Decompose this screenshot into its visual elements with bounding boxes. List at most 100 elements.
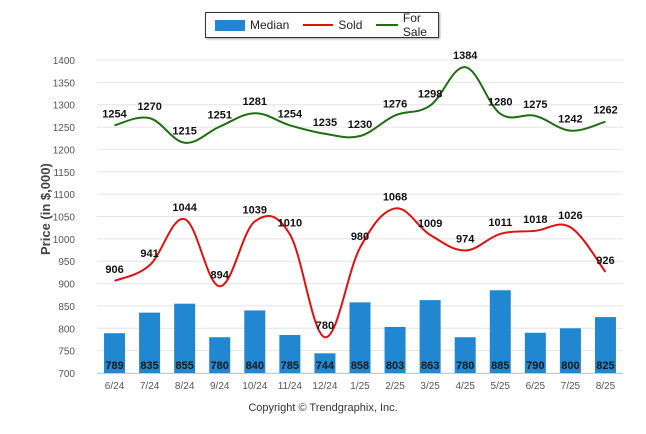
- x-tick-label: 4/25: [455, 381, 475, 392]
- y-tick-label: 1350: [53, 78, 76, 89]
- line-data-labels: 906 941 1044 894 1039 1010 780 980 1068 1009 974 10…: [102, 50, 617, 332]
- sold-data-label: 906: [105, 264, 123, 276]
- median-bar[interactable]: [209, 337, 231, 373]
- x-tick-label: 8/24: [175, 381, 195, 392]
- legend-item-for-sale[interactable]: For Sale: [376, 11, 435, 39]
- legend: Median Sold For Sale: [205, 11, 439, 39]
- y-tick-label: 1400: [53, 56, 76, 67]
- y-tick-label: 1000: [53, 235, 76, 246]
- x-tick-label: 5/25: [491, 381, 511, 392]
- median-bar-label: 800: [561, 360, 579, 372]
- median-bar[interactable]: [594, 317, 616, 373]
- x-tick-label: 10/24: [242, 381, 267, 392]
- median-bar[interactable]: [104, 333, 126, 373]
- sold-data-label: 1044: [172, 202, 197, 214]
- sold-data-label: 980: [351, 231, 369, 243]
- x-tick-label: 7/24: [140, 381, 160, 392]
- x-tick-label: 3/25: [420, 381, 440, 392]
- y-tick-label: 800: [58, 324, 75, 335]
- median-bar[interactable]: [419, 300, 441, 373]
- series-lines: [114, 66, 607, 339]
- legend-item-median[interactable]: Median: [215, 18, 289, 32]
- for-sale-data-label: 1230: [348, 119, 372, 131]
- median-bar[interactable]: [174, 303, 196, 373]
- median-bar[interactable]: [314, 353, 336, 373]
- legend-label-for-sale: For Sale: [402, 11, 427, 39]
- sold-data-label: 1026: [558, 210, 582, 222]
- for-sale-data-label: 1298: [418, 89, 442, 101]
- legend-item-sold[interactable]: Sold: [303, 18, 362, 32]
- median-bar[interactable]: [244, 310, 266, 373]
- for-sale-data-label: 1242: [558, 114, 582, 126]
- median-bar-label: 858: [351, 360, 369, 372]
- y-tick-label: 1300: [53, 101, 76, 112]
- median-bar[interactable]: [454, 337, 476, 373]
- x-tick-label: 1/25: [350, 381, 370, 392]
- y-tick-label: 1200: [53, 145, 76, 156]
- sold-data-label: 1039: [243, 204, 267, 216]
- median-bar-label: 825: [596, 360, 614, 372]
- legend-swatch-for-sale: [376, 24, 398, 26]
- for-sale-data-label: 1275: [523, 99, 547, 111]
- median-bar[interactable]: [384, 326, 406, 373]
- sold-data-label: 974: [456, 233, 475, 245]
- y-tick-label: 1150: [53, 168, 75, 179]
- x-tick-label: 2/25: [385, 381, 405, 392]
- x-tick-label: 9/24: [210, 381, 230, 392]
- y-tick-label: 900: [58, 280, 75, 291]
- for-sale-data-label: 1384: [453, 50, 478, 62]
- y-tick-label: 700: [58, 369, 75, 380]
- median-bar-label: 803: [386, 360, 404, 372]
- for-sale-data-label: 1235: [313, 117, 337, 129]
- sold-data-label: 894: [211, 269, 230, 281]
- median-bar-label: 780: [211, 360, 229, 372]
- copyright-notice: Copyright © Trendgraphix, Inc.: [248, 402, 398, 414]
- legend-swatch-sold: [303, 24, 334, 26]
- for-sale-data-label: 1254: [278, 108, 303, 120]
- y-axis-title: Price (in $,000): [38, 163, 53, 255]
- x-tick-label: 6/25: [526, 381, 546, 392]
- median-bar[interactable]: [139, 312, 161, 373]
- median-bars: [104, 290, 616, 373]
- legend-label-median: Median: [250, 18, 290, 32]
- for-sale-data-label: 1270: [137, 101, 161, 113]
- median-bar[interactable]: [349, 302, 371, 373]
- sold-data-label: 1009: [418, 218, 442, 230]
- for-sale-data-label: 1251: [207, 110, 231, 122]
- x-tick-label: 12/24: [312, 381, 337, 392]
- for-sale-data-label: 1281: [243, 96, 267, 108]
- median-bar-label: 855: [175, 360, 193, 372]
- for-sale-data-label: 1215: [172, 126, 196, 138]
- y-tick-label: 1250: [53, 123, 76, 134]
- for-sale-data-label: 1254: [102, 108, 127, 120]
- sold-data-label: 1018: [523, 214, 547, 226]
- sold-data-label: 941: [140, 248, 158, 260]
- x-axis: 6/24 7/24 8/24 9/24 10/24 11/24 12/24 1/25 2/25 3…: [97, 373, 623, 392]
- median-bar-label: 790: [526, 360, 544, 372]
- median-bar-label: 840: [246, 360, 264, 372]
- median-bar[interactable]: [559, 328, 581, 373]
- median-bar[interactable]: [279, 334, 301, 373]
- for-sale-data-label: 1280: [488, 97, 512, 109]
- y-axis: 700 750 800 850 900 950 1000 1050 1100 1150 1200 12…: [53, 56, 76, 380]
- median-bar-label: 780: [456, 360, 474, 372]
- x-tick-label: 8/25: [596, 381, 616, 392]
- sold-data-label: 1010: [278, 217, 302, 229]
- x-tick-label: 11/24: [278, 381, 303, 392]
- median-bar-labels: 789 835 855 780 840 785 744 858 803 863 780 885 790 8…: [105, 360, 614, 372]
- median-bar-label: 789: [105, 360, 123, 372]
- median-bar[interactable]: [489, 290, 511, 373]
- median-bar[interactable]: [524, 332, 546, 373]
- sold-line[interactable]: [114, 207, 607, 339]
- for-sale-line[interactable]: [114, 66, 606, 144]
- median-bar-label: 885: [491, 360, 509, 372]
- y-tick-label: 950: [58, 257, 75, 268]
- legend-swatch-median: [215, 19, 245, 31]
- y-tick-label: 1050: [53, 213, 76, 224]
- x-tick-label: 6/24: [105, 381, 125, 392]
- sold-data-label: 780: [316, 320, 334, 332]
- for-sale-data-label: 1276: [383, 98, 407, 110]
- y-tick-label: 750: [58, 347, 75, 358]
- legend-label-sold: Sold: [338, 18, 363, 32]
